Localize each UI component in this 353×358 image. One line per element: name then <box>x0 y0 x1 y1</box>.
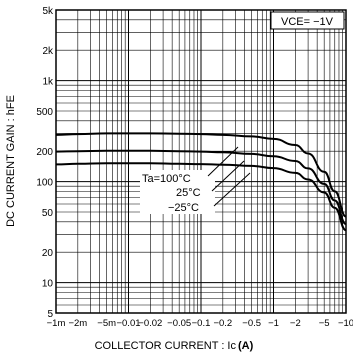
x-tick-label: −5m <box>97 318 116 329</box>
series-line-1 <box>55 149 347 226</box>
y-tick-label: 100 <box>36 178 53 189</box>
y-tick-label: 10 <box>42 279 54 290</box>
y-tick-label: 5 <box>47 309 53 320</box>
condition-label: VCE= −1V <box>281 16 334 28</box>
x-tick-label: −2m <box>68 318 87 329</box>
grid <box>55 9 346 314</box>
y-tick-label: 5k <box>42 6 54 17</box>
series-lines <box>55 132 347 232</box>
x-tick-label: −2 <box>290 318 301 329</box>
x-tick-label: −0.5 <box>242 318 261 329</box>
plot-frame <box>55 9 347 314</box>
condition-label-box <box>270 11 345 30</box>
series-line-0 <box>55 132 347 218</box>
y-tick-label: 1k <box>42 77 54 88</box>
curve-labels: Ta=100°C 25°C −25°C <box>140 146 251 214</box>
x-tick-label: −0.02 <box>138 318 162 329</box>
leader-line-25c <box>211 160 245 192</box>
x-tick-label: −1 <box>268 318 279 329</box>
series-label-100c: Ta=100°C <box>142 173 191 185</box>
leader-line-minus25c <box>213 172 251 207</box>
leader-line-100c <box>207 146 239 177</box>
y-tick-label: 2k <box>42 46 54 57</box>
series-line-2 <box>55 162 347 232</box>
y-tick-label: 50 <box>42 208 54 219</box>
x-tick-label: −1m <box>47 318 66 329</box>
x-tick-label: −5 <box>319 318 330 329</box>
x-tick-label: −0.1 <box>192 318 211 329</box>
x-tick-label: −10 <box>338 318 353 329</box>
y-tick-label: 20 <box>42 248 54 259</box>
x-axis-label: COLLECTOR CURRENT : Ic <box>95 340 237 352</box>
x-axis-unit: (A) <box>238 340 254 352</box>
x-tick-label: −0.2 <box>213 318 232 329</box>
series-label-minus25c: −25°C <box>168 202 199 214</box>
y-axis-label: DC CURRENT GAIN : hFE <box>5 95 17 227</box>
y-tick-label: 200 <box>36 147 53 158</box>
x-tick-label: −0.05 <box>167 318 191 329</box>
y-tick-label: 500 <box>36 107 53 118</box>
series-label-25c: 25°C <box>176 187 201 199</box>
x-tick-label: −0.01 <box>116 318 140 329</box>
